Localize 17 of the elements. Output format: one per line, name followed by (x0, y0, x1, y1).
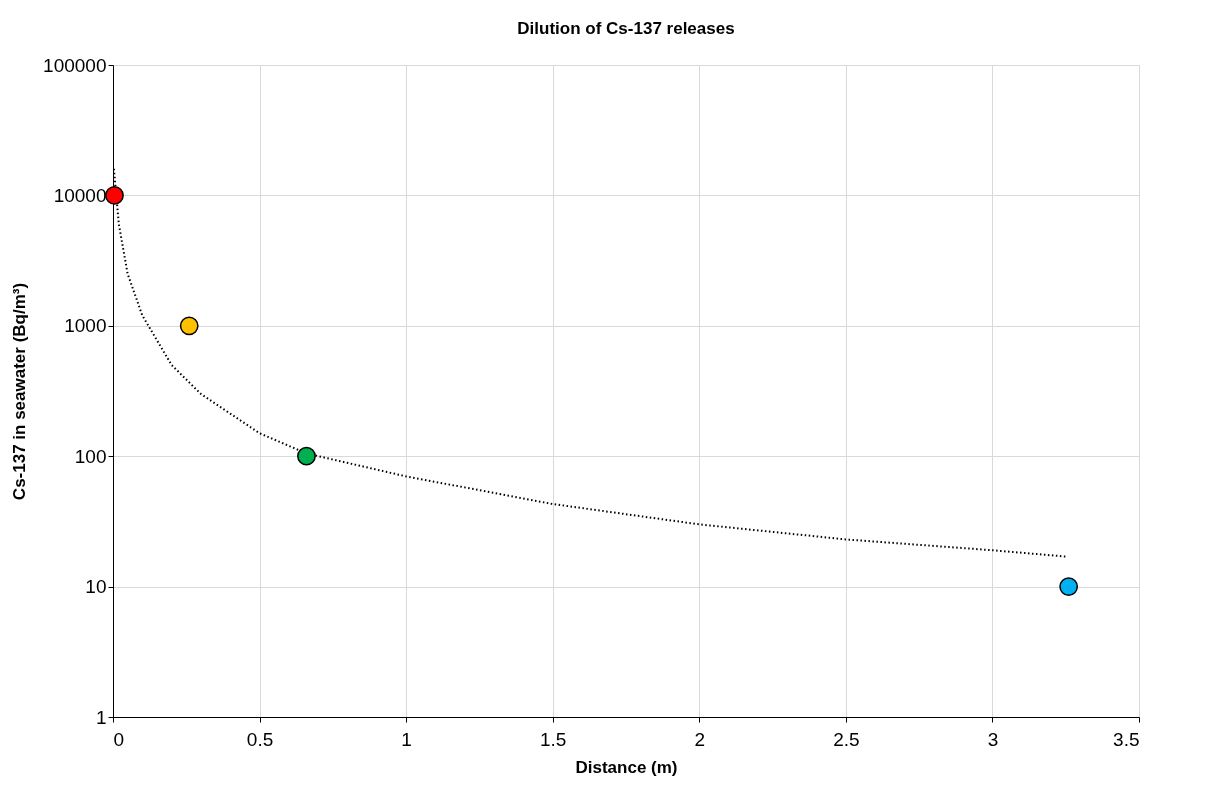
y-tick-label: 10000 (53, 184, 107, 206)
x-tick-label: 2.5 (833, 728, 860, 750)
x-tick-label: 2 (694, 728, 706, 750)
x-tick-label: 0.5 (246, 728, 274, 750)
x-tick-label: 0 (113, 728, 125, 750)
y-tick-label: 10 (85, 576, 107, 598)
y-tick-label: 100 (74, 445, 107, 467)
x-tick-label: 3 (987, 728, 999, 750)
y-tick-label: 1000 (64, 315, 107, 337)
y-tick-label: 100000 (43, 54, 107, 76)
chart-title: Dilution of Cs-137 releases (517, 19, 735, 38)
x-tick-label: 3.5 (1113, 728, 1140, 750)
x-axis-title: Distance (m) (575, 757, 678, 777)
y-axis-title: Cs-137 in seawater (Bq/m³) (10, 282, 30, 501)
x-tick-label: 1.5 (540, 728, 567, 750)
x-tick-label: 1 (401, 728, 412, 750)
y-tick-label: 1 (95, 706, 107, 728)
